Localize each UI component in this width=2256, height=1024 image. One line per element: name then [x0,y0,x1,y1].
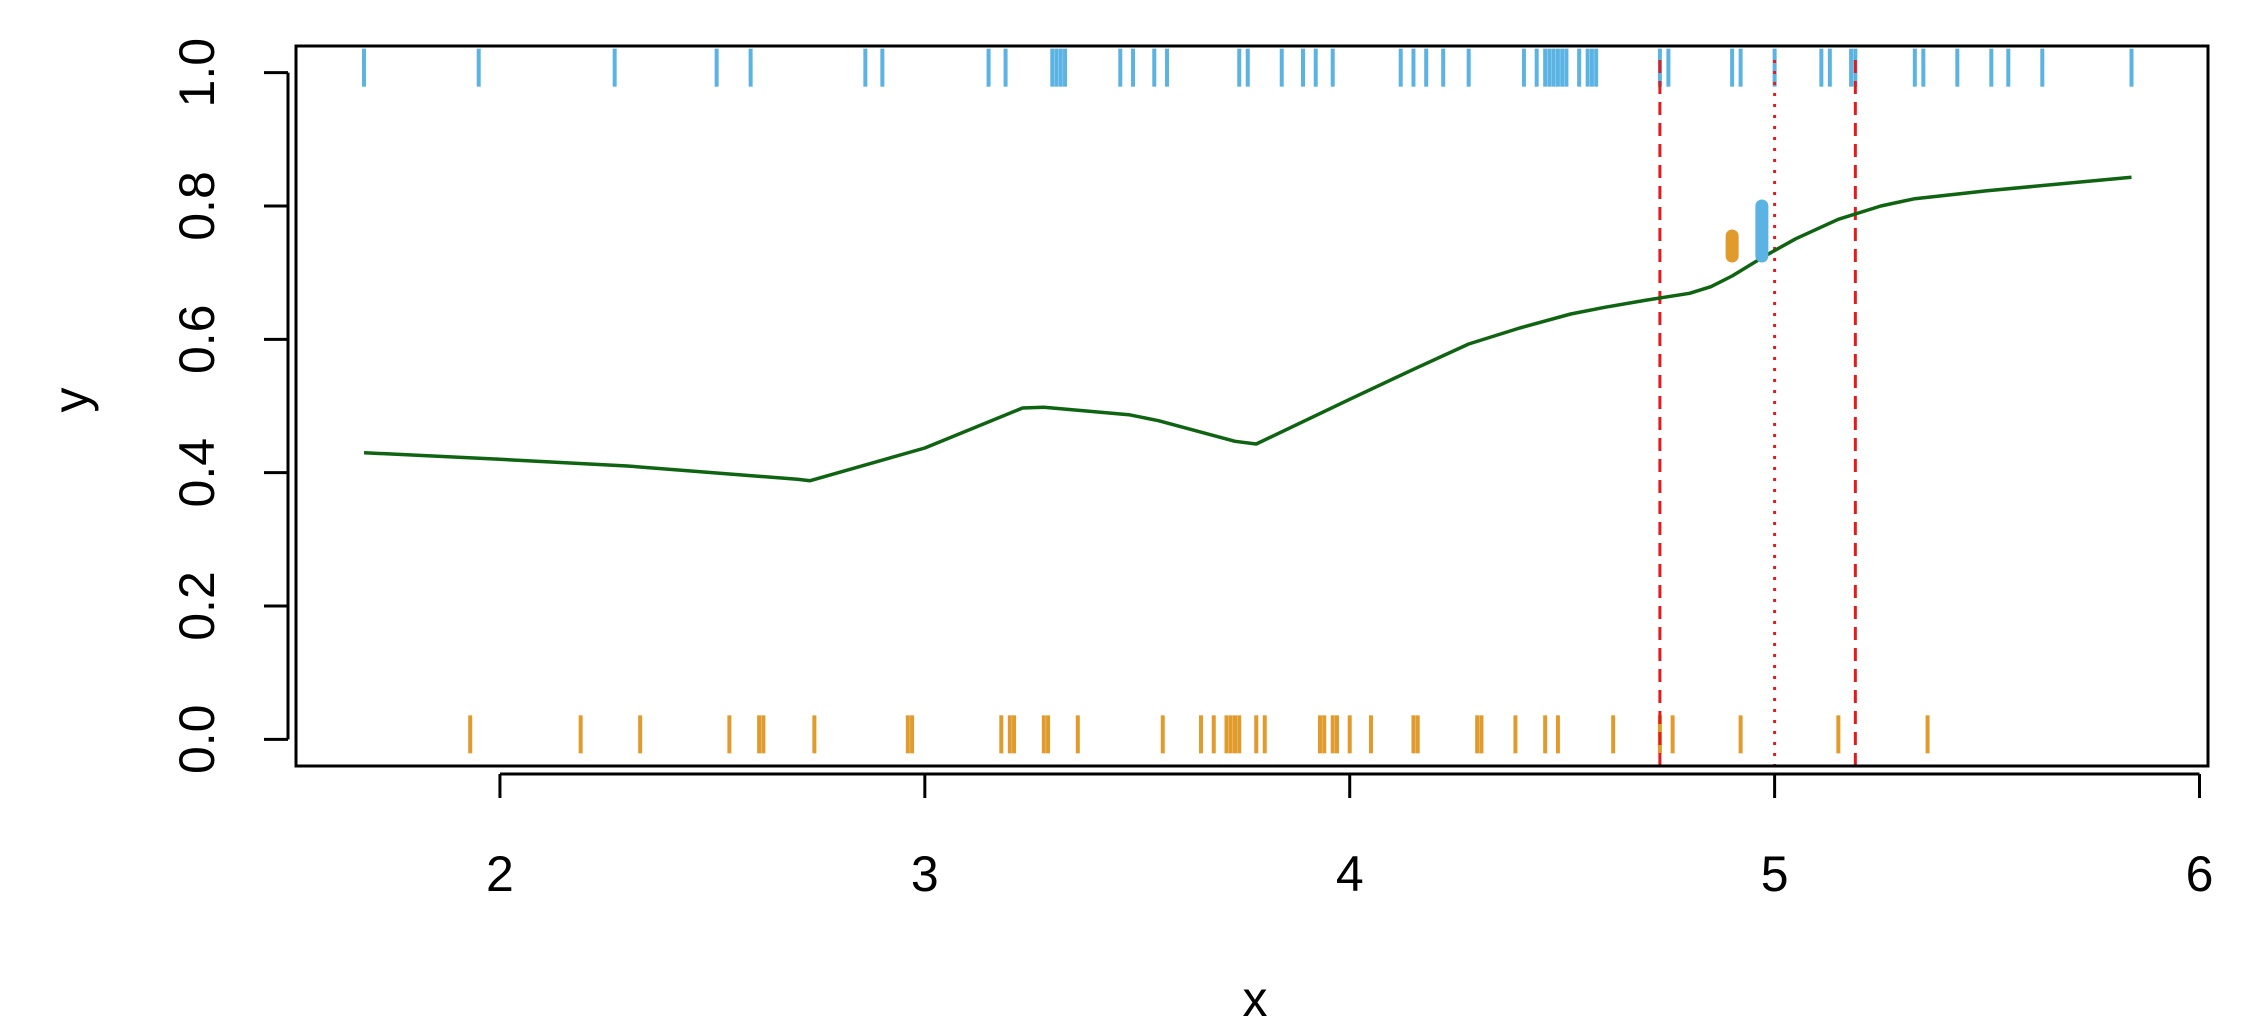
y-tick-label: 1.0 [169,38,225,108]
x-tick-label: 4 [1336,846,1364,902]
y-tick-label: 0.2 [169,571,225,641]
y-axis-title: y [43,388,99,413]
y-tick-label: 0.0 [169,705,225,775]
y-tick-label: 0.4 [169,438,225,508]
chart-marks [361,48,2134,766]
y-tick-label: 0.8 [169,171,225,241]
x-tick-label: 6 [2186,846,2214,902]
fitted-line [363,175,2132,483]
x-axis-title: x [1243,971,1268,1024]
y-tick-label: 0.6 [169,305,225,375]
x-tick-label: 3 [911,846,939,902]
chart-axes: 2 3 4 5 6 0.0 0.2 0.4 0.6 0.8 1.0 [169,38,2213,902]
x-tick-label: 5 [1761,846,1789,902]
plot-frame [294,44,2210,768]
x-tick-label: 2 [486,846,514,902]
